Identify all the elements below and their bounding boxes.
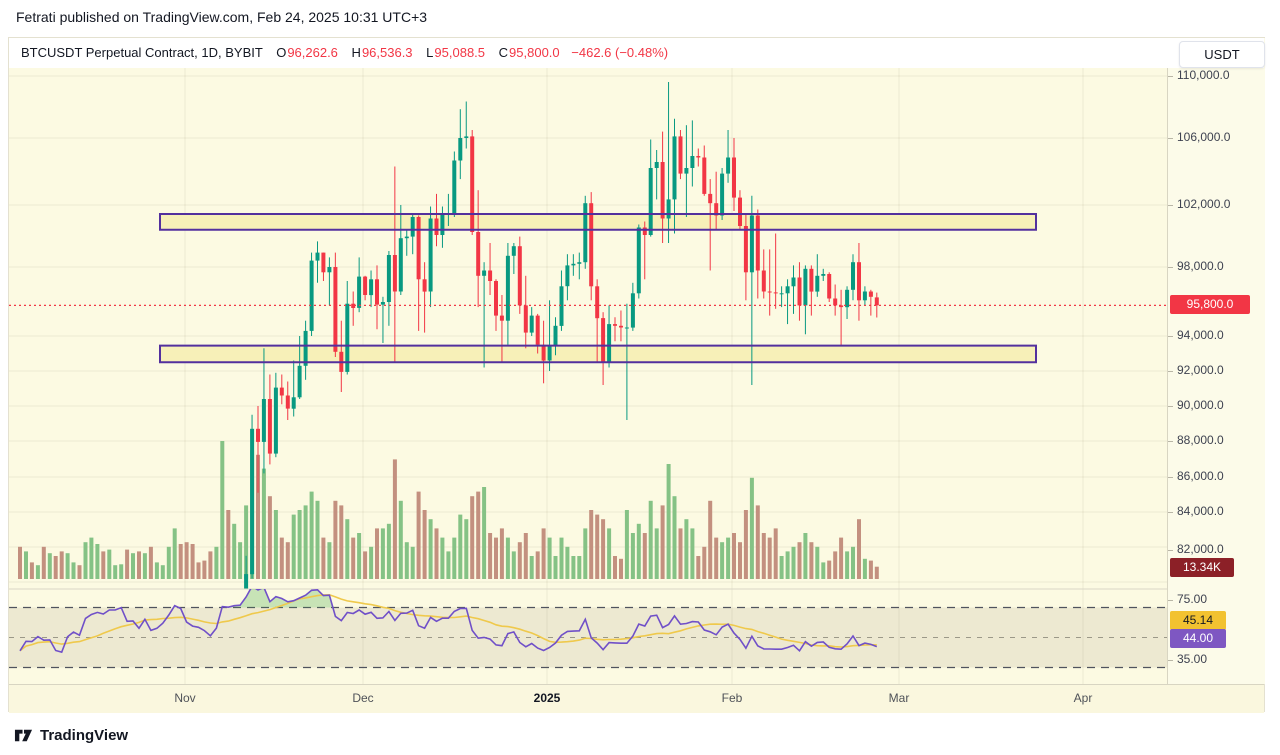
rsi-ma-badge: 45.14 [1170,611,1226,630]
volume-value-badge: 13.34K [1170,558,1234,577]
price-tick: 102,000.0 [1177,197,1231,211]
price-tick-tickmark [1168,441,1173,442]
time-label-feb: Feb [721,691,743,705]
price-chart-canvas[interactable] [9,38,1167,684]
price-tick: 82,000.0 [1177,542,1224,556]
price-tick-tickmark [1168,371,1173,372]
price-tick-tickmark [1168,76,1173,77]
time-label-nov: Nov [174,691,196,705]
time-label-mar: Mar [888,691,910,705]
ohlc-open: O96,262.6 [276,45,338,60]
rsi-pane [19,589,878,654]
low-value: 95,088.5 [434,45,486,60]
candles-and-volume [18,82,879,589]
price-tick: 86,000.0 [1177,469,1224,483]
tradingview-logo-icon[interactable] [14,726,33,745]
ohlc-low: L95,088.5 [426,45,485,60]
symbol-title[interactable]: BTCUSDT Perpetual Contract, 1D, BYBIT [21,45,263,60]
price-tick: 110,000.0 [1177,68,1230,82]
rsi-line [19,589,878,654]
price-axis[interactable]: 110,000.0 106,000.0 102,000.0 98,000.0 94,00… [1167,38,1265,684]
rsi-tick: 35.00 [1177,652,1208,666]
price-tick-tickmark [1168,267,1173,268]
price-tick-tickmark [1168,512,1173,513]
price-tick: 106,000.0 [1177,130,1231,144]
price-tick-tickmark [1168,406,1173,407]
currency-button[interactable]: USDT [1179,41,1265,68]
ohlc-close: C95,800.0 [499,45,560,60]
price-tick-tickmark [1168,550,1173,551]
rsi-tick-tickmark [1168,660,1173,661]
price-tick: 98,000.0 [1177,259,1224,273]
price-tick-tickmark [1168,336,1173,337]
price-tick: 94,000.0 [1177,328,1224,342]
support-zone-fill[interactable] [160,345,1036,363]
price-tick-tickmark [1168,477,1173,478]
open-label: O [276,45,287,60]
high-label: H [351,45,361,60]
chart-frame: BTCUSDT Perpetual Contract, 1D, BYBIT O9… [8,37,1265,713]
low-label: L [426,45,434,60]
change-value: −462.6 (−0.48%) [571,45,669,60]
close-value: 95,800.0 [509,45,560,60]
resistance-zone-fill[interactable] [160,214,1036,230]
rsi-tick-tickmark [1168,600,1173,601]
last-price-badge: 95,800.0 [1170,295,1250,314]
price-tick: 92,000.0 [1177,363,1224,377]
price-tick: 84,000.0 [1177,504,1224,518]
rsi-tick: 75.00 [1177,592,1208,606]
ohlc-high: H96,536.3 [352,45,413,60]
time-label-2025: 2025 [533,691,561,705]
tradingview-branding: TradingView [14,726,128,745]
price-tick-tickmark [1168,138,1173,139]
close-label: C [498,45,509,60]
price-tick-tickmark [1168,205,1173,206]
chart-legend: BTCUSDT Perpetual Contract, 1D, BYBIT O9… [9,38,1264,68]
support-zone[interactable] [159,344,1037,364]
time-label-apr: Apr [1073,691,1093,705]
publish-info: Fetrati published on TradingView.com, Fe… [16,9,428,25]
resistance-zone[interactable] [159,213,1037,231]
price-tick: 88,000.0 [1177,433,1224,447]
high-value: 96,536.3 [361,45,413,60]
time-label-dec: Dec [352,691,374,705]
open-value: 96,262.6 [287,45,338,60]
price-tick: 90,000.0 [1177,398,1224,412]
tradingview-wordmark[interactable]: TradingView [40,727,129,744]
rsi-value-badge: 44.00 [1170,629,1226,648]
time-axis[interactable]: Nov Dec 2025 Feb Mar Apr [9,684,1264,713]
